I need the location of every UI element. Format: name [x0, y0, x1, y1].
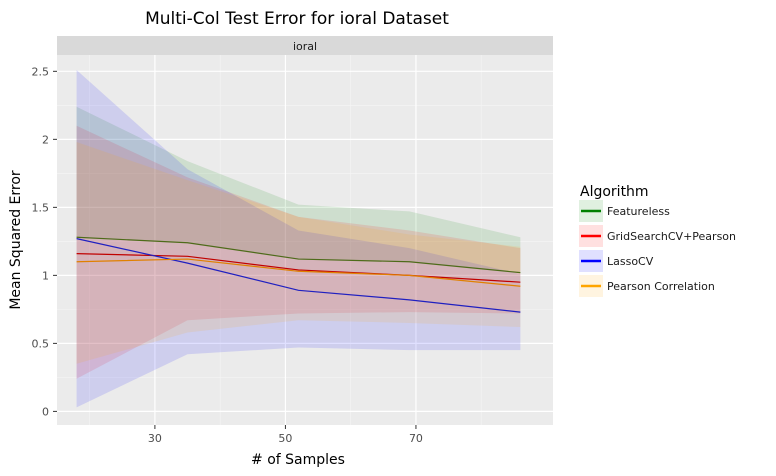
- facet-strip-label: ioral: [293, 40, 317, 53]
- legend-label-LassoCV: LassoCV: [607, 255, 654, 268]
- y-tick-label: 1.5: [32, 201, 50, 214]
- legend-title: Algorithm: [580, 184, 649, 200]
- x-tick-label: 30: [148, 432, 162, 445]
- y-tick-label: 0: [42, 405, 49, 418]
- y-tick-label: 2.5: [32, 65, 50, 78]
- y-axis-ticks: 0 0.5 1 1.5 2 2.5: [32, 65, 57, 418]
- series-line-Pearson Correlation: [76, 258, 521, 287]
- y-tick-label: 0.5: [32, 337, 50, 350]
- legend-label-GridSearchCV+Pearson: GridSearchCV+Pearson: [607, 230, 736, 243]
- error-band-Pearson Correlation: [76, 142, 521, 364]
- y-axis-title: Mean Squared Error: [8, 170, 24, 310]
- major-gridlines: [57, 55, 553, 425]
- series-line-Featureless: [76, 236, 521, 274]
- x-tick-label: 50: [278, 432, 292, 445]
- error-band-LassoCV: [76, 69, 521, 408]
- legend: Algorithm Featureless GridSearchCV+Pearso…: [579, 184, 736, 297]
- x-tick-label: 70: [409, 432, 423, 445]
- error-band-Featureless: [76, 106, 521, 273]
- error-band-GridSearchCV+Pearson: [76, 125, 521, 379]
- chart-title: Multi-Col Test Error for ioral Dataset: [145, 9, 449, 29]
- y-tick-label: 1: [42, 269, 49, 282]
- x-axis-ticks: 30 50 70: [148, 425, 423, 445]
- error-bands: [76, 69, 521, 408]
- series-lines: [76, 236, 521, 313]
- minor-gridlines: [57, 55, 553, 425]
- legend-label-Featureless: Featureless: [607, 205, 670, 218]
- legend-label-Pearson Correlation: Pearson Correlation: [607, 280, 715, 293]
- facet-strip: [57, 36, 553, 55]
- y-tick-label: 2: [42, 133, 49, 146]
- x-axis-title: # of Samples: [251, 452, 345, 468]
- series-line-LassoCV: [76, 238, 521, 313]
